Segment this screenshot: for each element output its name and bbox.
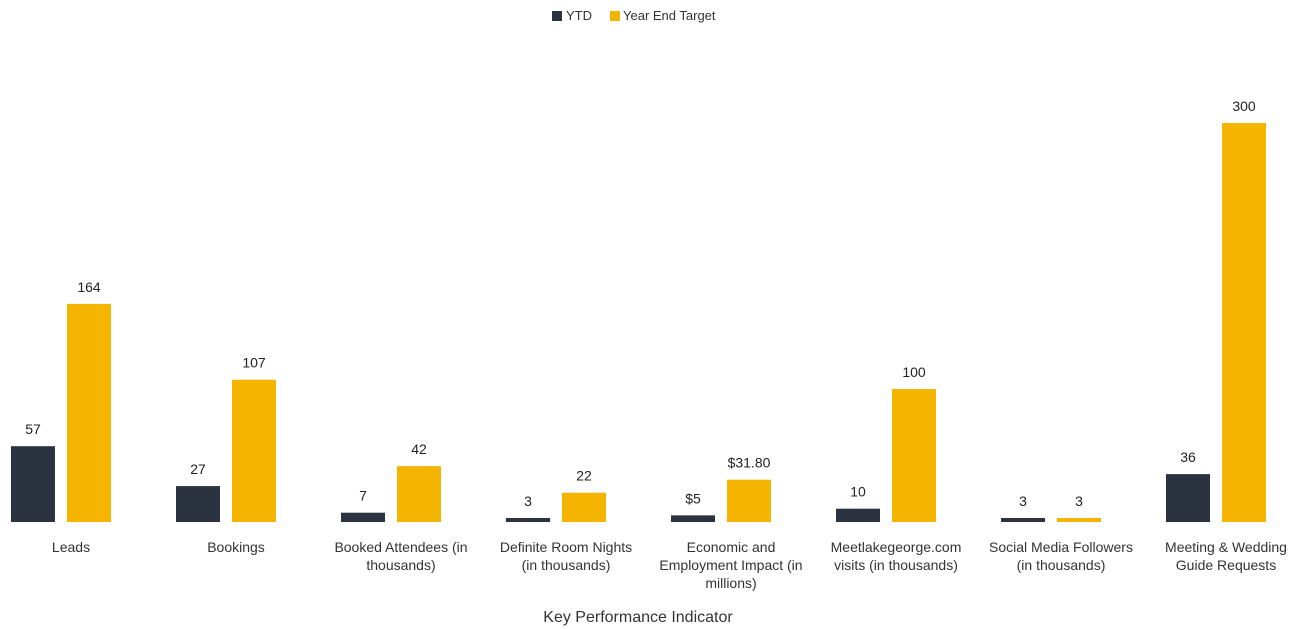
category-label-2-line-1: thousands) (366, 557, 435, 573)
data-label-target-6: 3 (1075, 493, 1083, 509)
data-label-target-0: 164 (77, 279, 101, 295)
data-label-target-7: 300 (1232, 98, 1256, 114)
category-label-4-line-0: Economic and (687, 539, 776, 555)
bar-ytd-4 (671, 515, 715, 522)
value-labels-group: 57 27 7 3 $5 10 3 36 164 107 42 22 $31.80 100 3 300 (25, 98, 1256, 509)
category-label-5-line-0: Meetlakegeorge.com (831, 539, 962, 555)
category-label-5-line-1: visits (in thousands) (834, 557, 958, 573)
bar-ytd-6 (1001, 518, 1045, 522)
category-label-6-line-1: (in thousands) (1017, 557, 1106, 573)
category-label-3-line-1: (in thousands) (522, 557, 611, 573)
bar-ytd-1 (176, 486, 220, 522)
bar-ytd-3 (506, 518, 550, 522)
data-label-target-1: 107 (242, 355, 266, 371)
bar-target-4 (727, 479, 771, 522)
data-label-target-2: 42 (411, 441, 427, 457)
bars-group (11, 123, 1266, 522)
category-label-1-line-0: Bookings (207, 539, 265, 555)
data-label-ytd-1: 27 (190, 461, 206, 477)
legend-swatch-0 (552, 11, 562, 21)
category-label-7-line-1: Guide Requests (1176, 557, 1276, 573)
legend-label-0: YTD (566, 8, 592, 23)
bar-ytd-2 (341, 512, 385, 522)
data-label-ytd-6: 3 (1019, 493, 1027, 509)
legend-label-1: Year End Target (623, 8, 716, 23)
category-label-3-line-0: Definite Room Nights (500, 539, 632, 555)
bar-target-0 (67, 303, 111, 522)
data-label-ytd-3: 3 (524, 493, 532, 509)
data-label-target-3: 22 (576, 468, 592, 484)
legend: YTD Year End Target (552, 8, 716, 23)
category-label-4-line-1: Employment Impact (in (659, 557, 802, 573)
category-label-7-line-0: Meeting & Wedding (1165, 539, 1287, 555)
data-label-ytd-0: 57 (25, 421, 41, 437)
bar-target-3 (562, 492, 606, 522)
bar-ytd-0 (11, 446, 55, 522)
bar-target-6 (1057, 518, 1101, 522)
bar-target-5 (892, 389, 936, 522)
data-label-target-5: 100 (902, 364, 926, 380)
category-label-2-line-0: Booked Attendees (in (334, 539, 467, 555)
data-label-target-4: $31.80 (728, 455, 771, 471)
category-label-6-line-0: Social Media Followers (989, 539, 1133, 555)
bar-target-2 (397, 466, 441, 522)
category-labels-group: Leads Bookings Booked Attendees (in thousan… (52, 539, 1287, 591)
data-label-ytd-2: 7 (359, 488, 367, 504)
data-label-ytd-4: $5 (685, 490, 701, 506)
data-label-ytd-5: 10 (850, 484, 866, 500)
category-label-4-line-2: millions) (705, 575, 756, 591)
bar-ytd-7 (1166, 474, 1210, 522)
legend-swatch-1 (610, 11, 620, 21)
data-label-ytd-7: 36 (1180, 449, 1196, 465)
bar-ytd-5 (836, 508, 880, 522)
bar-target-1 (232, 379, 276, 522)
x-axis-title: Key Performance Indicator (543, 609, 733, 626)
bar-target-7 (1222, 123, 1266, 522)
category-label-0-line-0: Leads (52, 539, 90, 555)
